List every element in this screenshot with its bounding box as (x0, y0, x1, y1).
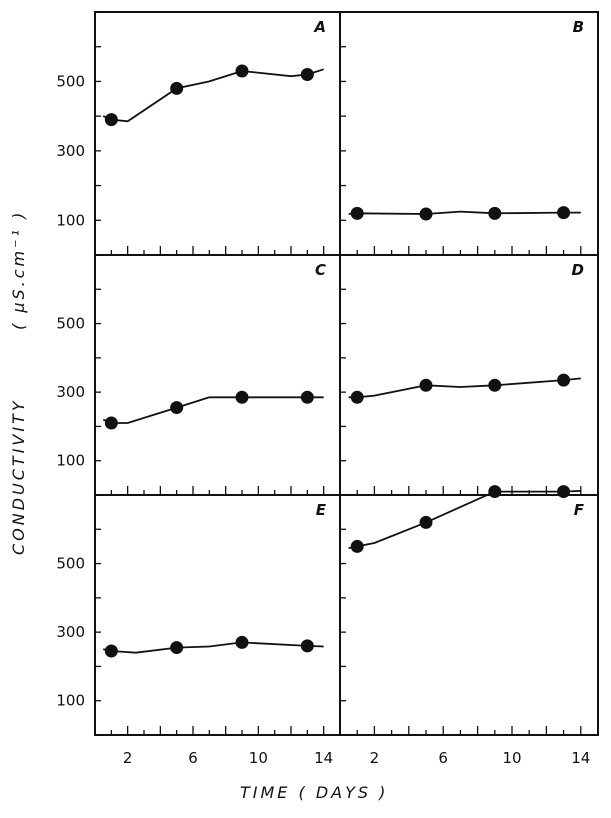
data-point (419, 378, 433, 392)
panel-e: E (103, 501, 327, 658)
panel-d: D (348, 261, 584, 404)
y-tick-label: 500 (56, 315, 85, 333)
series-line-f (348, 490, 581, 549)
y-axis-title: CONDUCTIVITY (9, 398, 28, 555)
data-point (350, 206, 364, 220)
series-line-d (348, 377, 581, 399)
data-point (300, 639, 314, 653)
y-tick-label: 100 (56, 452, 85, 470)
data-point (170, 401, 184, 415)
data-point (557, 206, 571, 220)
data-point (235, 390, 249, 404)
panel-letter: D (572, 261, 584, 279)
panel-b: B (348, 18, 584, 221)
data-point (170, 641, 184, 655)
data-point (104, 416, 118, 430)
x-tick-label: 10 (502, 749, 521, 767)
y-tick-label: 300 (56, 383, 85, 401)
x-tick-label: 2 (370, 749, 380, 767)
data-point (300, 67, 314, 81)
y-tick-label: 500 (56, 72, 85, 90)
panel-letter: E (316, 501, 327, 519)
panels-layer: A B C D E F (102, 18, 585, 658)
x-axis-title: TIME ( DAYS ) (240, 783, 388, 802)
y-tick-label: 300 (56, 142, 85, 160)
data-point (300, 390, 314, 404)
axis-layer: 100 300 500 100 300 500 100 300 500 2 6 10 14 2 6 10 14 (56, 11, 590, 767)
data-point (488, 206, 502, 220)
series-line-b (348, 210, 581, 215)
y-tick-label: 100 (56, 211, 85, 229)
panel-letter: F (574, 501, 585, 519)
data-point (557, 373, 571, 387)
y-tick-label: 100 (56, 692, 85, 710)
data-point (419, 207, 433, 221)
data-point (104, 113, 118, 127)
y-axis-unit: ( μS.cm⁻¹ ) (9, 210, 28, 330)
panel-letter: C (315, 261, 326, 279)
panel-c: C (102, 261, 326, 430)
data-point (419, 515, 433, 529)
panel-a: A (102, 18, 326, 127)
data-point (170, 81, 184, 95)
data-point (350, 539, 364, 553)
x-tick-label: 14 (314, 749, 333, 767)
x-tick-label: 10 (249, 749, 268, 767)
series-line-c (102, 396, 324, 424)
panel-letter: A (313, 18, 326, 36)
y-tick-label: 500 (56, 555, 85, 573)
x-tick-label: 6 (188, 749, 198, 767)
series-line-e (103, 641, 324, 654)
x-tick-label: 14 (571, 749, 590, 767)
data-point (235, 635, 249, 649)
data-point (488, 378, 502, 392)
x-tick-label: 6 (438, 749, 448, 767)
figure-border (94, 11, 599, 736)
series-line-a (102, 68, 324, 123)
data-point (350, 390, 364, 404)
frame-layer (94, 11, 599, 736)
data-point (104, 644, 118, 658)
data-point (235, 64, 249, 78)
x-tick-label: 2 (123, 749, 133, 767)
y-tick-label: 300 (56, 623, 85, 641)
panel-letter: B (573, 18, 584, 36)
